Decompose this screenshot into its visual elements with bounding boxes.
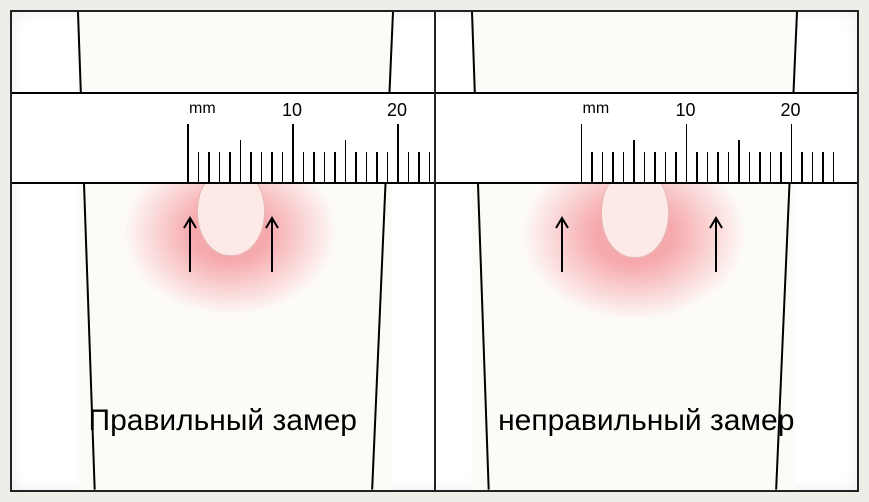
ruler-tick <box>387 152 389 182</box>
ruler-tick <box>633 140 635 182</box>
ruler-tick <box>791 124 793 182</box>
ruler-tick <box>759 152 761 182</box>
ruler-tick <box>397 124 399 182</box>
comparison-frame: mm 10 20 Правильный замер mm 10 20 неправильны… <box>10 10 859 492</box>
caption-correct: Правильный замер <box>89 404 357 438</box>
ruler-tick <box>408 152 410 182</box>
ruler-tick <box>717 152 719 182</box>
ruler-tick <box>644 152 646 182</box>
ruler-tick <box>303 152 305 182</box>
ruler-tick <box>602 152 604 182</box>
ruler: mm 10 20 <box>12 92 434 184</box>
ruler-tick <box>833 152 835 182</box>
ruler-tick <box>271 152 273 182</box>
ruler-tick <box>675 152 677 182</box>
ruler-tick <box>581 124 583 182</box>
ruler-tick <box>219 152 221 182</box>
ruler-tick <box>240 140 242 182</box>
ruler-tick <box>229 152 231 182</box>
ruler-tick-label: 20 <box>387 100 407 121</box>
ruler-tick <box>292 124 294 182</box>
ruler-tick <box>822 152 824 182</box>
ruler-tick <box>313 152 315 182</box>
panel-correct: mm 10 20 Правильный замер <box>12 12 434 490</box>
ruler-unit-label: mm <box>583 100 610 118</box>
ruler-tick-label: 10 <box>282 100 302 121</box>
ruler-tick <box>376 152 378 182</box>
measurement-arrow-icon <box>264 214 280 272</box>
ruler-tick <box>738 140 740 182</box>
ruler-tick <box>208 152 210 182</box>
ruler-tick <box>250 152 252 182</box>
ruler-tick <box>198 152 200 182</box>
ruler-tick <box>591 152 593 182</box>
ruler-tick <box>282 152 284 182</box>
ruler-tick <box>707 152 709 182</box>
ruler-tick <box>623 152 625 182</box>
ruler-tick <box>366 152 368 182</box>
ruler-tick-label: 10 <box>675 100 695 121</box>
ruler-tick <box>728 152 730 182</box>
ruler-tick <box>696 152 698 182</box>
ruler-tick <box>334 152 336 182</box>
ruler-tick <box>355 152 357 182</box>
measurement-arrow-icon <box>182 214 198 272</box>
ruler-tick <box>324 152 326 182</box>
measurement-arrow-icon <box>708 214 724 272</box>
ruler-tick <box>749 152 751 182</box>
measurement-arrow-icon <box>554 214 570 272</box>
caption-incorrect: неправильный замер <box>498 404 794 438</box>
ruler-tick <box>801 152 803 182</box>
ruler-tick <box>418 152 420 182</box>
ruler-unit-label: mm <box>189 100 216 118</box>
ruler-tick <box>612 152 614 182</box>
ruler: mm 10 20 <box>436 92 858 184</box>
ruler-tick <box>812 152 814 182</box>
ruler-tick <box>770 152 772 182</box>
ruler-tick <box>780 152 782 182</box>
ruler-tick-label: 20 <box>780 100 800 121</box>
ruler-tick <box>686 124 688 182</box>
ruler-tick <box>261 152 263 182</box>
ruler-tick <box>345 140 347 182</box>
panel-incorrect: mm 10 20 неправильный замер <box>436 12 858 490</box>
ruler-tick <box>187 124 189 182</box>
ruler-tick <box>654 152 656 182</box>
ruler-tick <box>665 152 667 182</box>
ruler-tick <box>429 152 431 182</box>
